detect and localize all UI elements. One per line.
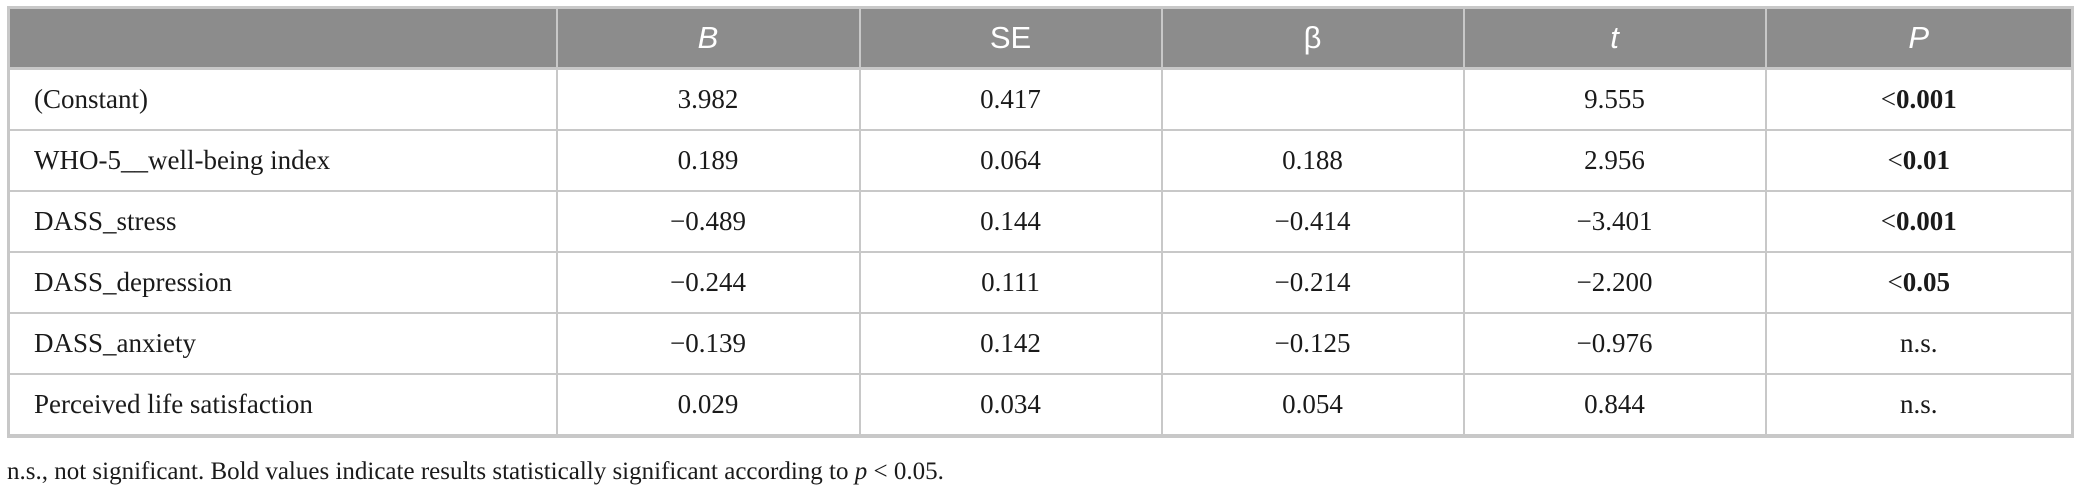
cell-variable: (Constant): [7, 68, 557, 131]
cell-se: 0.034: [858, 374, 1162, 438]
cell-beta: 0.054: [1160, 374, 1464, 438]
cell-p: n.s.: [1764, 313, 2074, 375]
header-p: P: [1764, 6, 2074, 70]
table-row: DASS_depression −0.244 0.111 −0.214 −2.200 <0…: [7, 252, 2074, 314]
regression-table-container: B SE β t P (Constant) 3.982 0.417 9.555 <0.0…: [7, 6, 2074, 438]
header-beta: β: [1160, 6, 1464, 70]
p-prefix: <: [1880, 206, 1896, 236]
header-row: B SE β t P: [7, 6, 2074, 70]
cell-b: 0.189: [555, 130, 860, 192]
header-t: t: [1462, 6, 1766, 70]
cell-variable: DASS_stress: [7, 191, 557, 253]
header-b: B: [555, 6, 860, 70]
table-row: DASS_anxiety −0.139 0.142 −0.125 −0.976 n.s.: [7, 313, 2074, 375]
cell-p: <0.001: [1764, 68, 2074, 131]
cell-b: 3.982: [555, 68, 860, 131]
cell-b: −0.139: [555, 313, 860, 375]
cell-p: <0.01: [1764, 130, 2074, 192]
cell-se: 0.144: [858, 191, 1162, 253]
cell-beta: −0.414: [1160, 191, 1464, 253]
footnote-text-after: < 0.05.: [867, 458, 944, 485]
p-value: 0.001: [1895, 206, 1957, 236]
p-value: 0.01: [1902, 145, 1950, 175]
cell-beta: −0.125: [1160, 313, 1464, 375]
p-value: 0.05: [1902, 267, 1950, 297]
cell-variable: DASS_depression: [7, 252, 557, 314]
cell-t: −3.401: [1462, 191, 1766, 253]
cell-p: n.s.: [1764, 374, 2074, 438]
footnote-text-before: n.s., not significant. Bold values indic…: [7, 458, 855, 485]
cell-beta: 0.188: [1160, 130, 1464, 192]
table-row: Perceived life satisfaction 0.029 0.034 0.0…: [7, 374, 2074, 438]
header-variable: [7, 6, 557, 70]
cell-variable: DASS_anxiety: [7, 313, 557, 375]
table-footnote: n.s., not significant. Bold values indic…: [7, 458, 944, 486]
header-se: SE: [858, 6, 1162, 70]
table-row: WHO-5__well-being index 0.189 0.064 0.188 2.…: [7, 130, 2074, 192]
regression-table: B SE β t P (Constant) 3.982 0.417 9.555 <0.0…: [7, 6, 2074, 438]
cell-beta: [1160, 68, 1464, 131]
cell-se: 0.064: [858, 130, 1162, 192]
footnote-p-variable: p: [854, 458, 868, 485]
cell-b: 0.029: [555, 374, 860, 438]
cell-beta: −0.214: [1160, 252, 1464, 314]
cell-b: −0.244: [555, 252, 860, 314]
cell-se: 0.142: [858, 313, 1162, 375]
p-value: n.s.: [1899, 389, 1938, 419]
p-prefix: <: [1880, 84, 1896, 114]
p-prefix: <: [1887, 145, 1903, 175]
cell-p: <0.05: [1764, 252, 2074, 314]
table-row: DASS_stress −0.489 0.144 −0.414 −3.401 <0.001: [7, 191, 2074, 253]
cell-p: <0.001: [1764, 191, 2074, 253]
p-value: n.s.: [1899, 328, 1938, 358]
cell-variable: Perceived life satisfaction: [7, 374, 557, 438]
p-value: 0.001: [1895, 84, 1957, 114]
cell-t: −0.976: [1462, 313, 1766, 375]
p-prefix: <: [1887, 267, 1903, 297]
cell-b: −0.489: [555, 191, 860, 253]
cell-se: 0.417: [858, 68, 1162, 131]
cell-se: 0.111: [858, 252, 1162, 314]
table-row: (Constant) 3.982 0.417 9.555 <0.001: [7, 68, 2074, 131]
cell-variable: WHO-5__well-being index: [7, 130, 557, 192]
cell-t: 2.956: [1462, 130, 1766, 192]
cell-t: 0.844: [1462, 374, 1766, 438]
cell-t: 9.555: [1462, 68, 1766, 131]
cell-t: −2.200: [1462, 252, 1766, 314]
